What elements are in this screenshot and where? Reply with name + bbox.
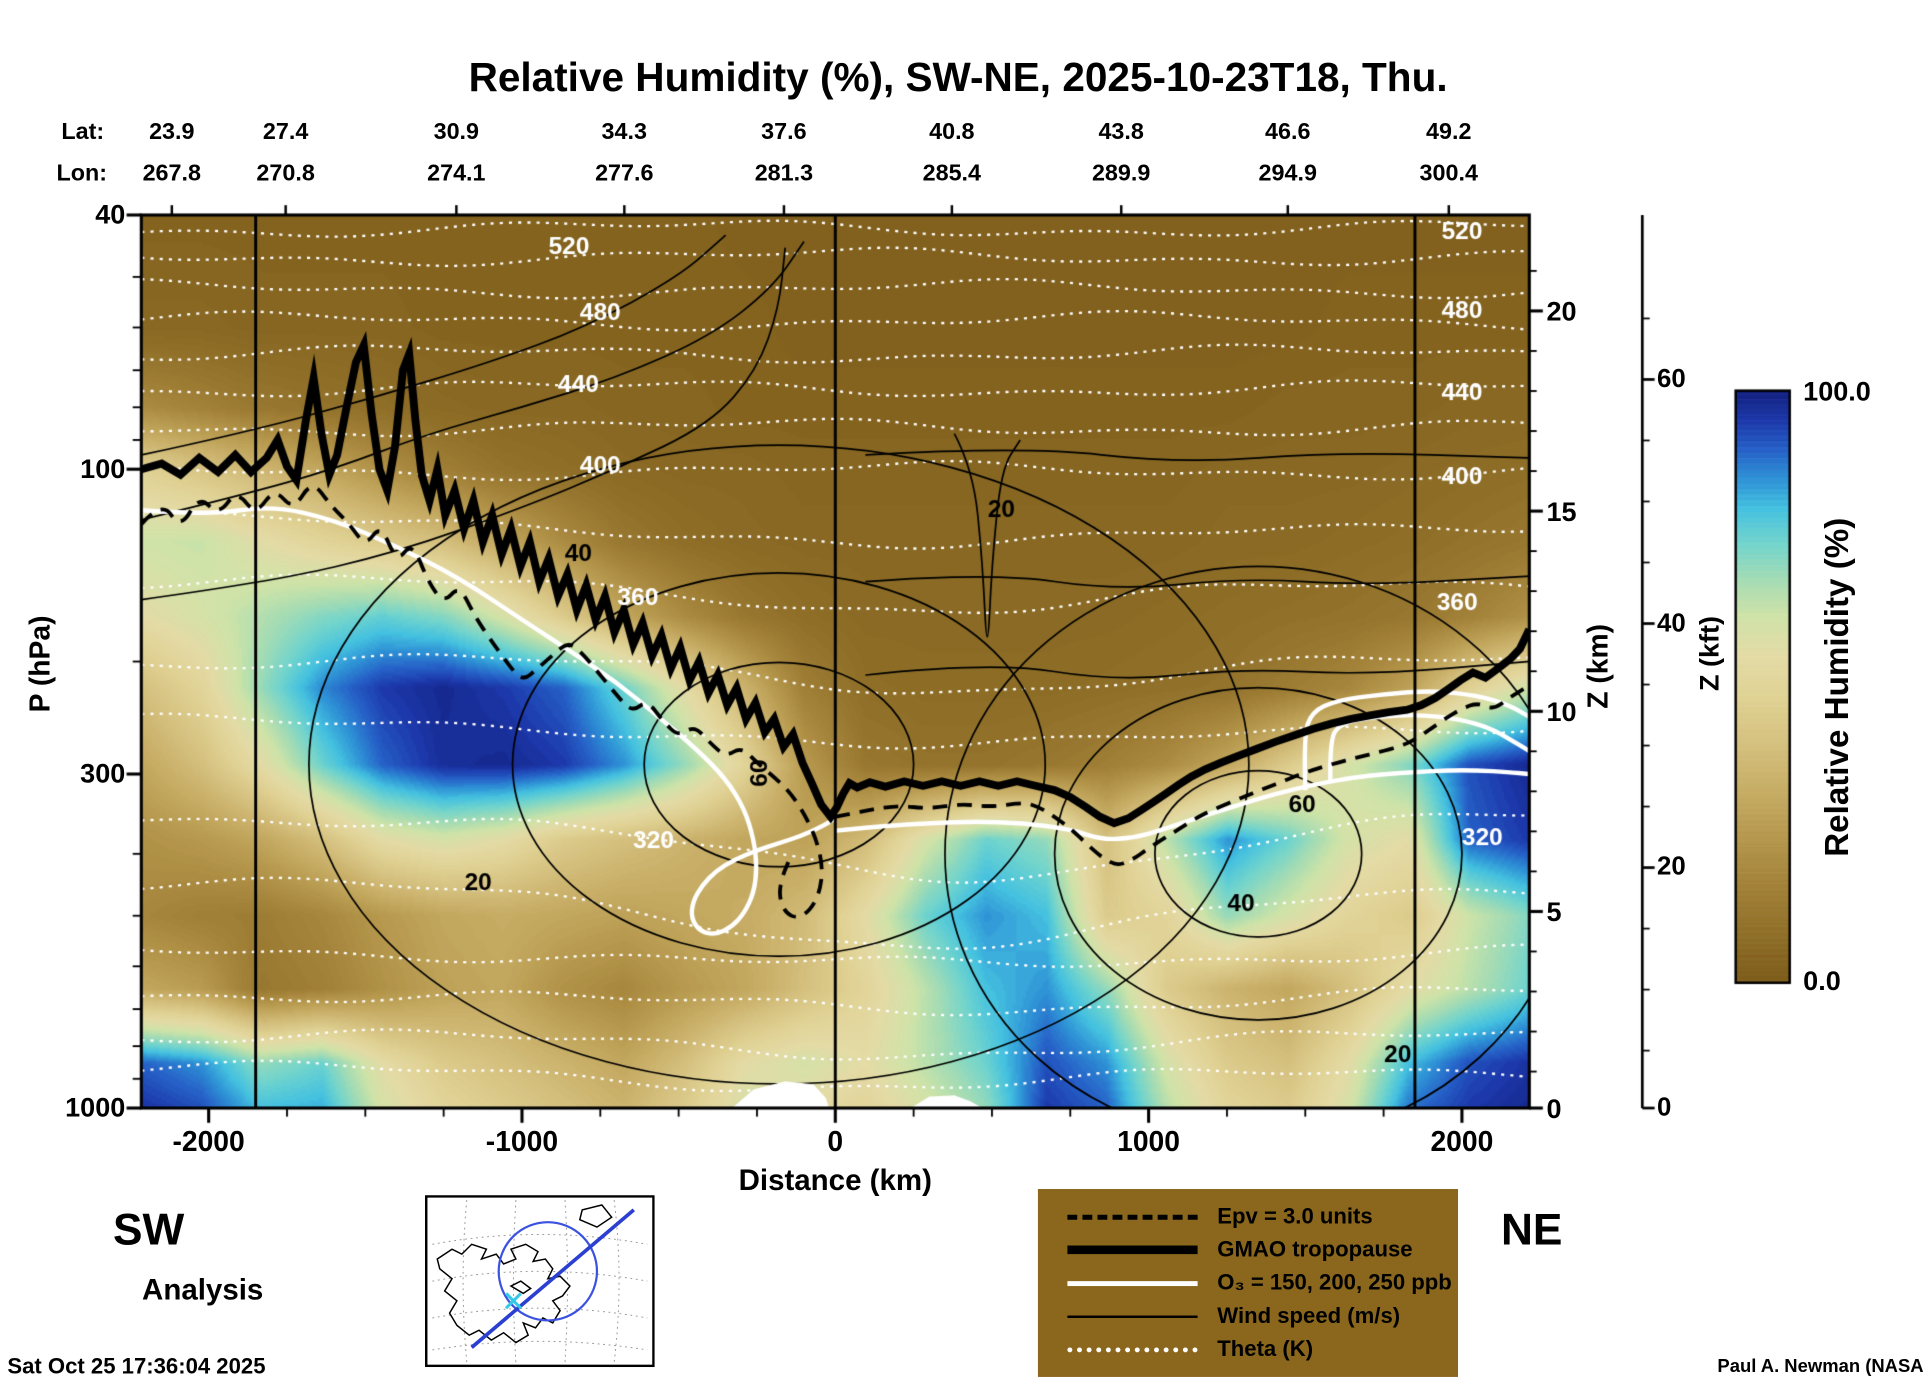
legend-line-sample-dotted-white	[1067, 1346, 1198, 1352]
colorbar-max-label: 100.0	[1803, 375, 1871, 407]
legend-item: Epv = 3.0 units	[1038, 1204, 1458, 1230]
colorbar-title: Relative Humidity (%)	[1818, 517, 1856, 857]
sw-corner-label: SW	[113, 1203, 185, 1255]
legend-line-sample-dashed-black	[1067, 1214, 1198, 1220]
zkft-axis-label: Z (kft)	[1693, 615, 1725, 691]
analysis-label: Analysis	[142, 1273, 264, 1307]
map-border	[424, 1195, 655, 1368]
legend-item-label: Wind speed (m/s)	[1217, 1303, 1401, 1328]
map-coastline	[436, 1204, 613, 1344]
zkm-axis-label: Z (km)	[1581, 623, 1614, 709]
chart-title: Relative Humidity (%), SW-NE, 2025-10-23…	[468, 54, 1448, 100]
ne-corner-label: NE	[1500, 1203, 1563, 1255]
legend-item-label: Epv = 3.0 units	[1217, 1203, 1373, 1229]
legend-line-sample-thick-black	[1067, 1245, 1198, 1255]
legend: Epv = 3.0 units GMAO tropopause O₃ = 150, …	[1037, 1189, 1459, 1377]
lon-axis-prefix: Lon:	[56, 160, 108, 187]
legend-item: Wind speed (m/s)	[1038, 1303, 1458, 1329]
map-region-circle	[497, 1221, 599, 1322]
map-transect-line	[470, 1208, 636, 1349]
pressure-axis-label: P (hPa)	[23, 615, 56, 713]
map-location-marker	[504, 1292, 522, 1310]
legend-line-sample-thin-black	[1067, 1314, 1198, 1318]
legend-item-label: O₃ = 150, 200, 250 ppb	[1217, 1270, 1452, 1295]
map-inset	[424, 1195, 655, 1368]
colorbar-min-label: 0.0	[1803, 965, 1841, 997]
legend-item: O₃ = 150, 200, 250 ppb	[1038, 1270, 1458, 1296]
legend-item-label: Theta (K)	[1217, 1336, 1314, 1361]
legend-item: GMAO tropopause	[1038, 1237, 1458, 1263]
legend-line-sample-white-line	[1067, 1280, 1198, 1286]
lat-axis-prefix: Lat:	[61, 119, 105, 145]
distance-axis-label: Distance (km)	[738, 1164, 932, 1198]
legend-item-label: GMAO tropopause	[1217, 1236, 1413, 1262]
map-graticule	[432, 1200, 648, 1363]
credit: Paul A. Newman (NASA	[1717, 1356, 1924, 1377]
timestamp: Sat Oct 25 17:36:04 2025	[7, 1353, 266, 1379]
legend-item: Theta (K)	[1038, 1336, 1458, 1362]
